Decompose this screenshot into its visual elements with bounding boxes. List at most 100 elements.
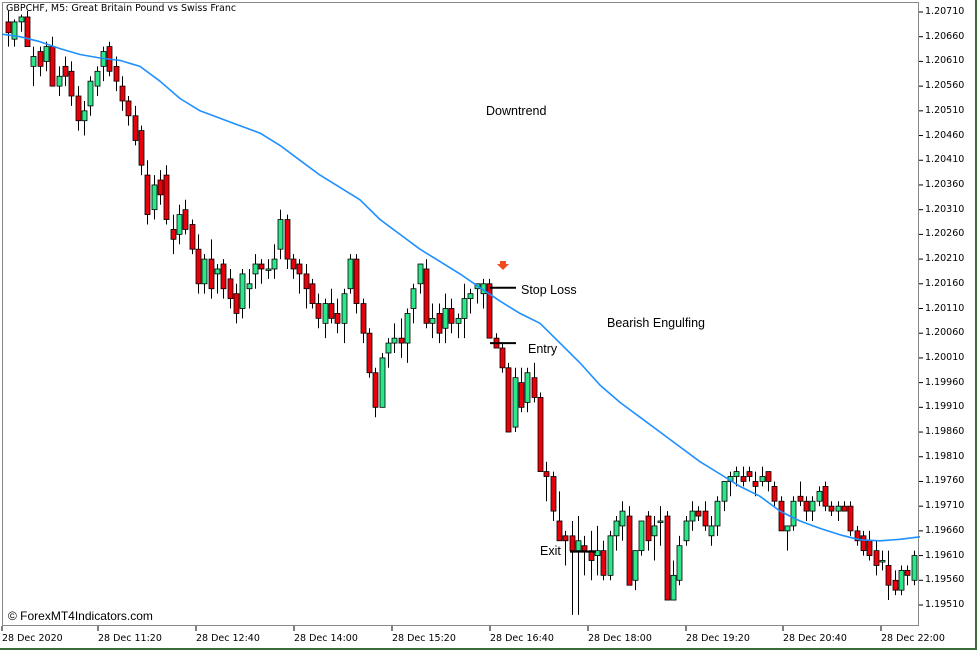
price-tick-label: 1.19560 xyxy=(925,574,965,586)
candle xyxy=(841,501,848,512)
candle xyxy=(721,481,728,512)
time-tick-label: 28 Dec 18:00 xyxy=(588,633,652,644)
candle xyxy=(613,516,620,551)
candle xyxy=(493,333,500,349)
time-tick-label: 28 Dec 19:20 xyxy=(686,633,750,644)
candle xyxy=(518,367,525,413)
candle xyxy=(455,313,462,339)
candle xyxy=(391,323,398,353)
candle xyxy=(11,19,18,47)
candle xyxy=(113,56,120,92)
candle xyxy=(144,160,151,225)
candle xyxy=(790,496,797,531)
candle xyxy=(423,259,430,329)
candle xyxy=(626,506,633,586)
candle xyxy=(448,298,455,334)
candle xyxy=(303,264,310,309)
candle xyxy=(62,56,69,87)
candle xyxy=(138,125,145,176)
candle xyxy=(372,367,379,418)
price-tick-label: 1.20510 xyxy=(925,104,965,116)
candle xyxy=(157,170,164,205)
candle xyxy=(505,362,512,433)
candle xyxy=(873,540,880,576)
candle xyxy=(740,466,747,487)
candle xyxy=(531,362,538,403)
candle xyxy=(822,481,829,512)
candle xyxy=(512,367,519,433)
chart-plot-area[interactable] xyxy=(2,2,919,626)
candle xyxy=(733,466,740,487)
candle xyxy=(176,204,183,245)
candle xyxy=(638,520,645,556)
price-tick-label: 1.19860 xyxy=(925,426,965,438)
candle xyxy=(695,506,702,521)
candle xyxy=(68,61,75,106)
candle xyxy=(315,293,322,329)
candle xyxy=(100,46,107,82)
candle xyxy=(486,278,493,339)
price-tick-label: 1.19960 xyxy=(925,376,965,388)
candle xyxy=(828,501,835,517)
candle xyxy=(271,244,278,279)
candle xyxy=(208,239,215,299)
candle xyxy=(341,288,348,344)
candle xyxy=(752,471,759,497)
candle xyxy=(499,343,506,373)
candle xyxy=(645,511,652,551)
candle xyxy=(683,516,690,546)
watermark: © ForexMT4Indicators.com xyxy=(8,609,153,623)
price-tick-label: 1.19910 xyxy=(925,401,965,413)
candle xyxy=(809,496,816,521)
candle xyxy=(37,46,44,77)
candle xyxy=(898,565,905,596)
candle xyxy=(911,550,918,586)
candle xyxy=(385,338,392,368)
annotation-downtrend: Downtrend xyxy=(486,104,547,118)
candle xyxy=(702,501,709,531)
candle xyxy=(290,254,297,279)
price-tick-label: 1.20560 xyxy=(925,80,965,92)
moving-average-line xyxy=(1,33,921,542)
candle xyxy=(366,328,373,378)
candle xyxy=(360,298,367,344)
candle xyxy=(771,481,778,507)
candle xyxy=(334,298,341,334)
price-tick-label: 1.19660 xyxy=(925,524,965,536)
candle xyxy=(410,283,417,324)
candle xyxy=(461,283,468,339)
candle xyxy=(879,550,886,571)
candle xyxy=(75,86,82,131)
price-tick-label: 1.19760 xyxy=(925,475,965,487)
candle xyxy=(866,530,873,561)
price-tick-label: 1.20710 xyxy=(925,6,965,17)
candle xyxy=(784,525,791,551)
candle xyxy=(239,268,246,319)
candle xyxy=(664,511,671,601)
candle xyxy=(43,41,50,72)
candle xyxy=(436,303,443,344)
candle xyxy=(277,209,284,260)
candle xyxy=(657,506,664,546)
candle xyxy=(524,367,531,413)
price-tick-label: 1.20410 xyxy=(925,154,965,166)
candle xyxy=(581,535,588,576)
candle xyxy=(5,11,12,47)
candle xyxy=(24,11,31,47)
annotation-stop-loss: Stop Loss xyxy=(521,283,577,297)
time-tick-label: 28 Dec 22:00 xyxy=(881,633,945,644)
annotation-exit: Exit xyxy=(540,544,561,558)
candle xyxy=(30,46,37,87)
candle xyxy=(778,496,785,532)
candle xyxy=(258,259,265,284)
time-tick-label: 28 Dec 14:00 xyxy=(294,633,358,644)
candle xyxy=(854,525,861,546)
candle xyxy=(816,486,823,507)
candle xyxy=(214,264,221,294)
annotation-bearish-engulfing: Bearish Engulfing xyxy=(607,316,705,330)
candle xyxy=(220,259,227,299)
candle xyxy=(18,14,25,32)
candle xyxy=(746,466,753,482)
chart-title: GBPCHF, M5: Great Britain Pound vs Swiss… xyxy=(6,3,237,14)
candle xyxy=(588,530,595,581)
